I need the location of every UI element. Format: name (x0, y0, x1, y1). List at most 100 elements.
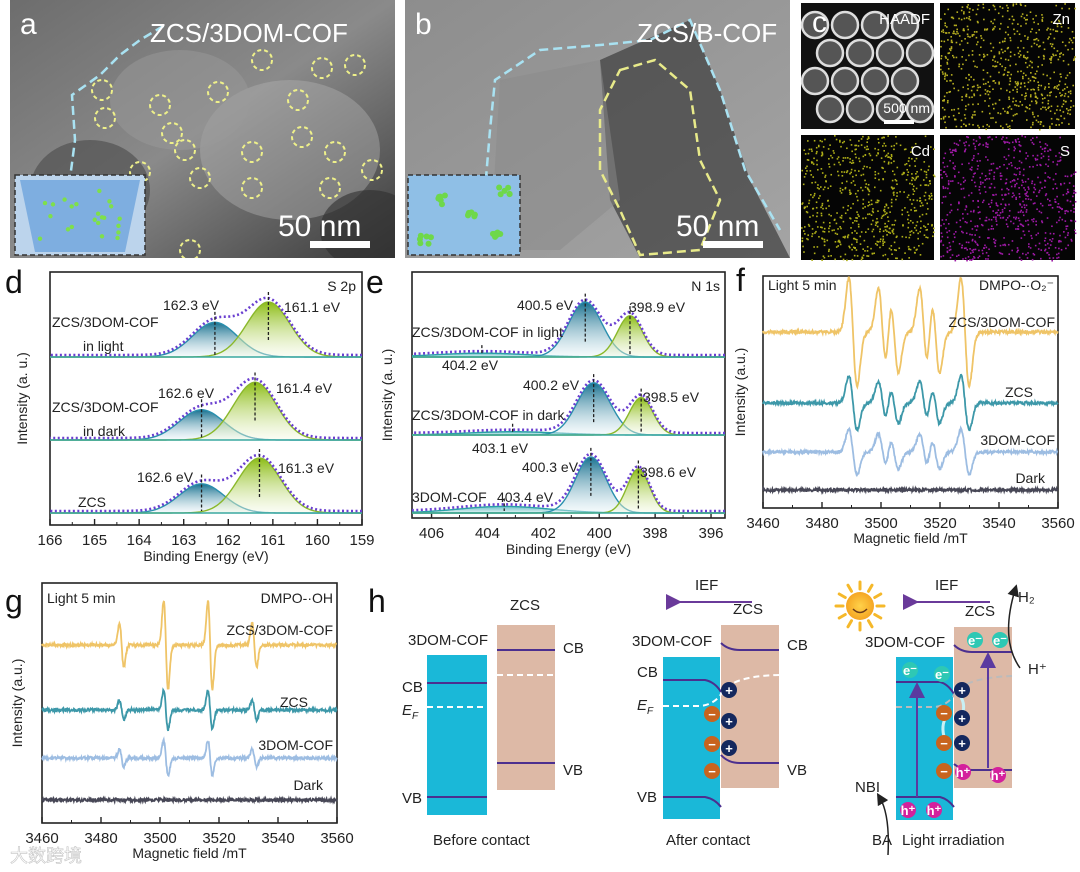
eds-signal-dot (986, 53, 989, 56)
eds-signal-dot (910, 179, 913, 182)
eds-signal-dot (1049, 239, 1051, 241)
eds-signal-dot (945, 227, 947, 230)
eds-signal-dot (848, 189, 851, 192)
eds-signal-dot (987, 258, 989, 260)
eds-signal-dot (1017, 23, 1019, 25)
epr-spectrum-zcs-3dom-cof (41, 600, 338, 691)
eds-signal-dot (1034, 95, 1037, 98)
eds-signal-dot (862, 135, 864, 138)
eds-signal-dot (1042, 41, 1045, 44)
eds-signal-dot (993, 178, 995, 180)
eds-signal-dot (927, 169, 930, 171)
eds-signal-dot (965, 95, 967, 97)
eds-signal-dot (1014, 104, 1016, 106)
eds-signal-dot (885, 203, 888, 206)
eds-signal-dot (985, 258, 987, 260)
eds-signal-dot (882, 242, 885, 245)
eds-signal-dot (992, 103, 994, 106)
eds-signal-dot (972, 200, 974, 202)
eds-signal-dot (836, 233, 839, 236)
eds-signal-dot (850, 168, 853, 171)
eds-signal-dot (988, 203, 990, 206)
eds-signal-dot (980, 46, 982, 49)
eds-signal-dot (1049, 125, 1051, 128)
eds-signal-dot (967, 136, 969, 139)
eds-signal-dot (949, 79, 951, 82)
eds-signal-dot (829, 144, 831, 146)
eds-signal-dot (1008, 98, 1011, 101)
eds-signal-dot (890, 145, 893, 148)
eds-signal-dot (990, 201, 993, 204)
eds-signal-dot (1032, 88, 1034, 91)
eds-signal-dot (842, 258, 845, 261)
eds-signal-dot (906, 196, 909, 199)
panel-label-g: g (5, 583, 23, 619)
eds-signal-dot (1005, 219, 1008, 221)
eds-signal-dot (930, 194, 933, 197)
eds-signal-dot (975, 43, 978, 46)
eds-signal-dot (857, 213, 859, 216)
eds-signal-dot (949, 48, 951, 50)
eds-signal-dot (932, 227, 935, 230)
eds-signal-dot (1060, 248, 1063, 251)
eds-signal-dot (978, 189, 981, 191)
raw-data-envelope (411, 452, 725, 513)
eds-signal-dot (866, 138, 869, 140)
eds-signal-dot (958, 202, 960, 205)
eds-signal-dot (1001, 15, 1004, 18)
eds-signal-dot (1016, 167, 1019, 170)
x-tick-label: 159 (349, 532, 374, 549)
eds-signal-dot (955, 56, 958, 59)
eds-signal-dot (820, 226, 822, 228)
eds-signal-dot (864, 217, 867, 219)
eds-signal-dot (999, 28, 1001, 30)
eds-signal-dot (841, 182, 843, 184)
eds-signal-dot (957, 171, 960, 174)
eds-signal-dot (839, 187, 842, 190)
eds-signal-dot (1019, 203, 1021, 205)
eds-signal-dot (1015, 3, 1018, 5)
eds-signal-dot (1014, 138, 1017, 141)
eds-signal-dot (940, 169, 942, 171)
eds-signal-dot (993, 55, 996, 58)
eds-signal-dot (887, 216, 889, 218)
eds-signal-dot (868, 190, 871, 193)
eds-signal-dot (844, 186, 847, 189)
eds-signal-dot (854, 247, 857, 249)
eds-signal-dot (942, 255, 945, 257)
eds-signal-dot (915, 224, 918, 227)
eds-signal-dot (1048, 177, 1051, 179)
eds-signal-dot (1031, 28, 1033, 30)
eds-signal-dot (820, 154, 823, 157)
zcs-aggregate-outline (598, 58, 722, 257)
eds-signal-dot (1036, 136, 1038, 139)
eds-signal-dot (965, 241, 968, 244)
eds-signal-dot (983, 247, 985, 249)
eds-signal-dot (884, 155, 887, 158)
eds-signal-dot (960, 18, 963, 21)
eds-signal-dot (967, 241, 970, 244)
eds-signal-dot (867, 183, 870, 186)
eds-signal-dot (844, 253, 847, 256)
eds-signal-dot (974, 225, 977, 228)
eds-signal-dot (877, 148, 880, 151)
eds-signal-dot (1037, 89, 1040, 91)
eds-signal-dot (825, 180, 827, 182)
eds-signal-dot (815, 152, 818, 155)
eds-signal-dot (839, 225, 841, 228)
eds-signal-dot (1013, 146, 1016, 148)
eds-signal-dot (978, 249, 980, 252)
eds-signal-dot (822, 146, 825, 148)
sample-label: 3DOM-COF (412, 489, 487, 505)
eds-signal-dot (1074, 171, 1077, 174)
eds-signal-dot (983, 186, 986, 188)
macropore (845, 94, 875, 124)
eds-signal-dot (1025, 194, 1028, 197)
eds-signal-dot (964, 117, 967, 120)
eds-signal-dot (981, 172, 983, 175)
eds-signal-dot (1009, 77, 1011, 80)
x-tick-label: 398 (643, 525, 668, 542)
eds-signal-dot (807, 140, 809, 142)
eds-signal-dot (1022, 211, 1024, 214)
eds-signal-dot (1040, 157, 1043, 159)
